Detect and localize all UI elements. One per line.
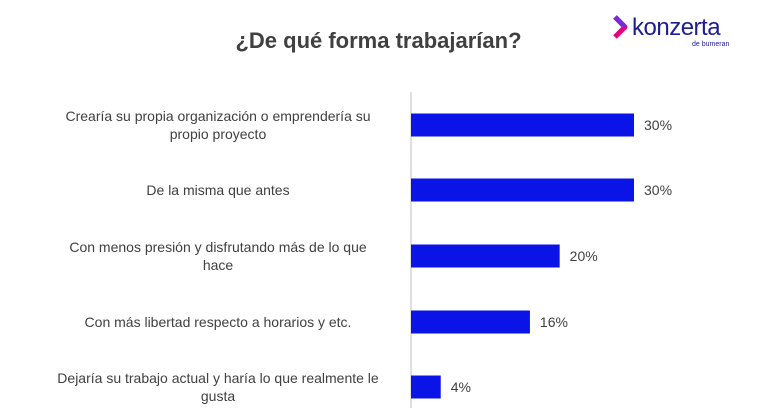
bar	[411, 178, 634, 202]
category-label-line: De la misma que antes	[146, 182, 289, 198]
chart-title: ¿De qué forma trabajarían?	[235, 28, 522, 53]
category-label-line: Con menos presión y disfrutando más de l…	[69, 239, 366, 255]
category-label-line: propio proyecto	[170, 126, 267, 142]
value-label: 30%	[644, 182, 672, 198]
value-label: 30%	[644, 117, 672, 133]
category-label-line: Crearía su propia organización o emprend…	[65, 108, 370, 124]
konzerta-chevron-icon	[613, 15, 628, 39]
bar	[411, 375, 441, 399]
value-label: 20%	[570, 248, 598, 264]
bar	[411, 310, 530, 334]
konzerta-logo: konzerta de bumeran	[612, 12, 752, 52]
category-label: Dejaría su trabajo actual y haría lo que…	[57, 370, 379, 404]
value-label: 16%	[540, 314, 568, 330]
category-label: Con más libertad respecto a horarios y e…	[85, 314, 352, 330]
bar	[411, 244, 560, 268]
logo-wordmark: konzerta	[632, 14, 721, 41]
category-label-line: hace	[203, 257, 234, 273]
category-label-line: Dejaría su trabajo actual y haría lo que…	[57, 370, 379, 386]
value-label: 4%	[451, 379, 471, 395]
category-label: Con menos presión y disfrutando más de l…	[69, 239, 366, 273]
logo-tagline: de bumeran	[692, 41, 730, 48]
category-label-line: gusta	[201, 388, 235, 404]
category-label: De la misma que antes	[146, 182, 289, 198]
category-label: Crearía su propia organización o emprend…	[65, 108, 370, 142]
category-label-line: Con más libertad respecto a horarios y e…	[85, 314, 352, 330]
bar	[411, 113, 634, 137]
